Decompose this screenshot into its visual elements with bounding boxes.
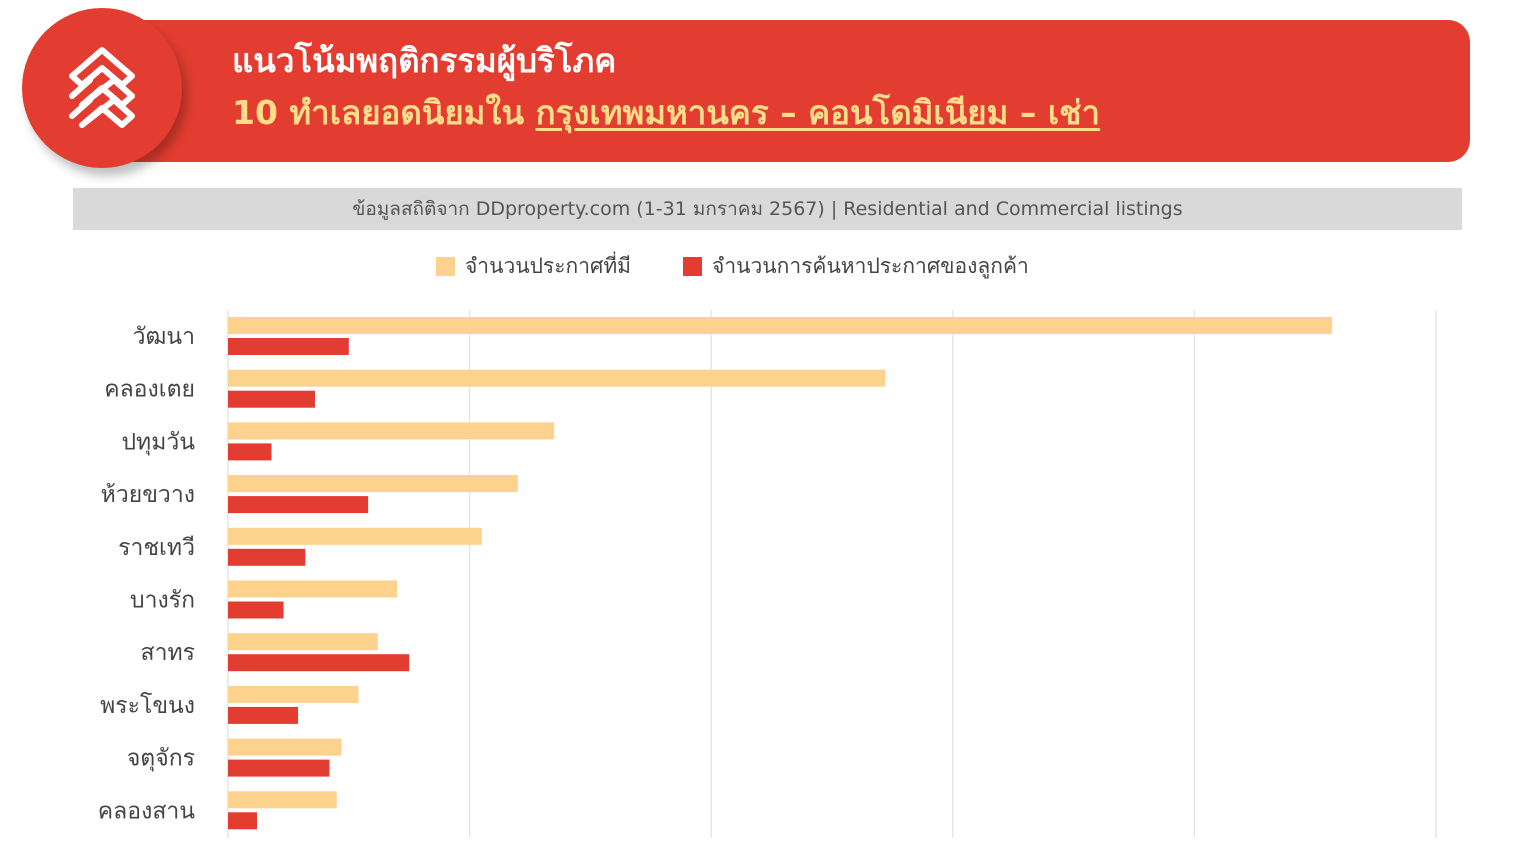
source-note: ข้อมูลสถิติจาก DDproperty.com (1-31 มกรา… bbox=[73, 188, 1462, 230]
bar-listings bbox=[228, 422, 555, 440]
category-label: ห้วยขวาง bbox=[101, 482, 195, 508]
category-label: คลองสาน bbox=[98, 798, 195, 824]
bar-searches bbox=[228, 443, 272, 461]
bar-listings bbox=[228, 791, 337, 809]
category-label: สาทร bbox=[141, 640, 195, 666]
bar-listings bbox=[228, 369, 886, 387]
subtitle-prefix: 10 ทำเลยอดนิยมใน bbox=[232, 93, 536, 132]
bar-listings bbox=[228, 317, 1333, 334]
category-label: วัฒนา bbox=[133, 324, 195, 350]
legend-item-listings: จำนวนประกาศที่มี bbox=[436, 250, 631, 283]
bar-searches bbox=[228, 654, 410, 672]
legend-item-searches: จำนวนการค้นหาประกาศของลูกค้า bbox=[683, 250, 1029, 283]
bar-searches bbox=[228, 759, 330, 777]
category-label: คลองเตย bbox=[104, 377, 195, 403]
stacked-chevron-house-icon bbox=[69, 47, 135, 128]
category-label: ปทุมวัน bbox=[121, 429, 195, 455]
bar-searches bbox=[228, 496, 369, 514]
bar-listings bbox=[228, 633, 378, 651]
category-label: จตุจักร bbox=[127, 746, 195, 772]
category-label: ราชเทวี bbox=[118, 535, 195, 561]
legend-swatch-listings bbox=[436, 257, 455, 276]
bar-listings bbox=[228, 580, 398, 598]
bar-searches bbox=[228, 390, 315, 408]
category-label: พระโขนง bbox=[100, 692, 195, 719]
bar-searches bbox=[228, 601, 284, 619]
subtitle-location: กรุงเทพมหานคร – คอนโดมิเนียม – เช่า bbox=[535, 93, 1101, 132]
bar-searches bbox=[228, 812, 257, 830]
bar-listings bbox=[228, 738, 342, 756]
logo bbox=[22, 8, 182, 168]
bar-searches bbox=[228, 548, 306, 566]
legend-label-listings: จำนวนประกาศที่มี bbox=[465, 254, 632, 278]
bar-listings bbox=[228, 685, 359, 703]
category-label: บางรัก bbox=[130, 588, 195, 614]
bar-listings bbox=[228, 527, 482, 545]
bar-searches bbox=[228, 338, 349, 355]
header-banner bbox=[60, 20, 1470, 162]
bar-searches bbox=[228, 706, 299, 724]
page-title: แนวโน้มพฤติกรรมผู้บริโภค bbox=[232, 41, 617, 80]
legend-swatch-searches bbox=[683, 257, 703, 276]
chart-legend: จำนวนประกาศที่มี จำนวนการค้นหาประกาศของล… bbox=[436, 250, 1081, 283]
bar-listings bbox=[228, 475, 518, 493]
page-subtitle: 10 ทำเลยอดนิยมใน กรุงเทพมหานคร – คอนโดมิ… bbox=[232, 90, 1100, 136]
legend-label-searches: จำนวนการค้นหาประกาศของลูกค้า bbox=[712, 254, 1029, 278]
